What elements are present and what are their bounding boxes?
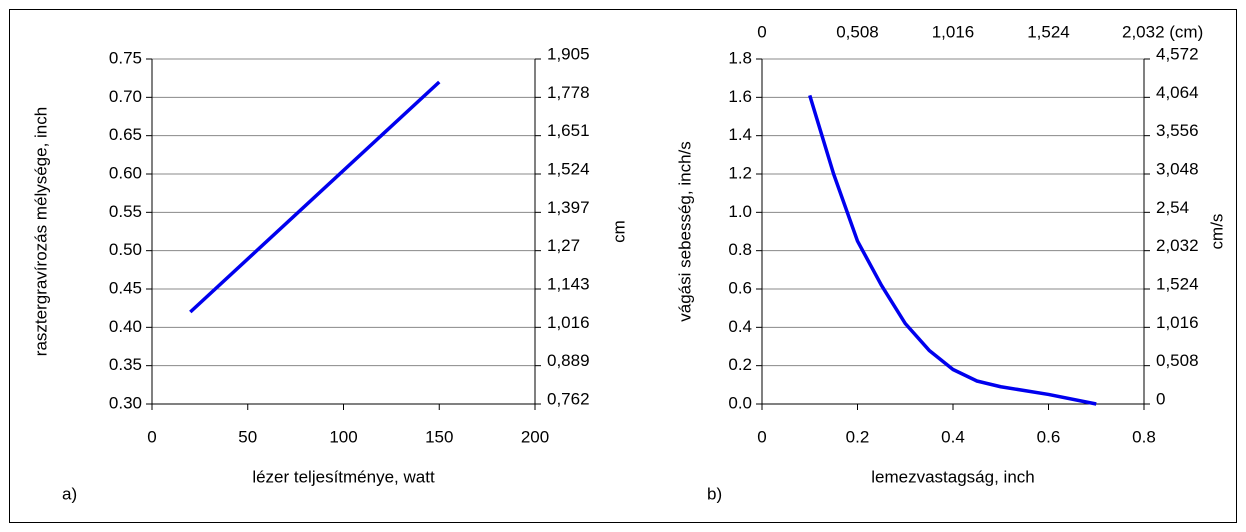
y-tick-label: 0.0 [728, 393, 752, 412]
y2-tick-label: 3,556 [1156, 121, 1199, 140]
y-tick-label: 0.2 [728, 355, 752, 374]
y-tick-label: 0.50 [109, 240, 142, 259]
y-axis-title: rasztergravírozás mélysége, inch [31, 107, 50, 356]
y2-tick-label: 1,778 [547, 83, 590, 102]
x-tick-label: 150 [425, 427, 453, 446]
x-tick-label: 100 [329, 427, 357, 446]
x-tick-label: 0.8 [1132, 427, 1156, 446]
y2-tick-label: 0,508 [1156, 351, 1199, 370]
x-tick-label: 0.6 [1037, 427, 1061, 446]
y-tick-label: 0.75 [109, 48, 142, 67]
y-tick-label: 1.8 [728, 48, 752, 67]
y2-tick-label: 1,524 [1156, 274, 1199, 293]
x-tick-label: 0 [147, 427, 156, 446]
y2-tick-label: 0,889 [547, 351, 590, 370]
y-tick-label: 1.2 [728, 163, 752, 182]
data-line [808, 94, 1097, 406]
y2-axis-title: cm/s [1207, 214, 1226, 250]
x-tick-label: 50 [238, 427, 257, 446]
x-tick-label: 0.2 [846, 427, 870, 446]
y-tick-label: 0.55 [109, 202, 142, 221]
x2-tick-label: 0 [757, 22, 766, 41]
y-tick-label: 0.30 [109, 393, 142, 412]
y2-tick-label: 3,048 [1156, 159, 1199, 178]
frame [9, 9, 1237, 523]
x2-tick-label: 0,508 [836, 22, 879, 41]
y-tick-label: 0.70 [109, 87, 142, 106]
x-axis-title: lézer teljesítménye, watt [252, 467, 435, 486]
y-tick-label: 0.8 [728, 240, 752, 259]
y2-tick-label: 1,016 [547, 313, 590, 332]
y2-tick-label: 4,064 [1156, 83, 1199, 102]
y2-tick-label: 1,27 [547, 236, 580, 255]
y2-tick-label: 1,651 [547, 121, 590, 140]
x2-tick-label: 1,524 [1027, 22, 1070, 41]
y2-tick-label: 1,143 [547, 274, 590, 293]
y-tick-label: 1.0 [728, 202, 752, 221]
y-tick-label: 0.40 [109, 317, 142, 336]
x2-tick-label: 2,032 (cm) [1122, 22, 1203, 41]
y2-tick-label: 2,032 [1156, 236, 1199, 255]
x-tick-label: 0.4 [941, 427, 965, 446]
y-tick-label: 1.4 [728, 125, 752, 144]
y-tick-label: 0.60 [109, 163, 142, 182]
y2-tick-label: 1,905 [547, 44, 590, 63]
y-axis-title: vágási sebesség, inch/s [675, 141, 694, 322]
y2-tick-label: 1,524 [547, 159, 590, 178]
y2-tick-label: 0 [1156, 389, 1165, 408]
x-tick-label: 200 [521, 427, 549, 446]
panel-label: a) [62, 484, 77, 503]
y2-tick-label: 2,54 [1156, 198, 1189, 217]
x-axis-title: lemezvastagság, inch [871, 467, 1034, 486]
y-tick-label: 0.45 [109, 278, 142, 297]
y-tick-label: 0.65 [109, 125, 142, 144]
x-tick-label: 0 [757, 427, 766, 446]
y2-tick-label: 4,572 [1156, 44, 1199, 63]
y-tick-label: 0.35 [109, 355, 142, 374]
y2-tick-label: 1,397 [547, 198, 590, 217]
panel-label: b) [707, 484, 722, 503]
y2-tick-label: 0,762 [547, 389, 590, 408]
x2-tick-label: 1,016 [932, 22, 975, 41]
y-tick-label: 0.4 [728, 317, 752, 336]
data-line [189, 80, 441, 314]
y2-tick-label: 1,016 [1156, 313, 1199, 332]
y2-axis-title: cm [609, 220, 628, 243]
y-tick-label: 1.6 [728, 87, 752, 106]
y-tick-label: 0.6 [728, 278, 752, 297]
